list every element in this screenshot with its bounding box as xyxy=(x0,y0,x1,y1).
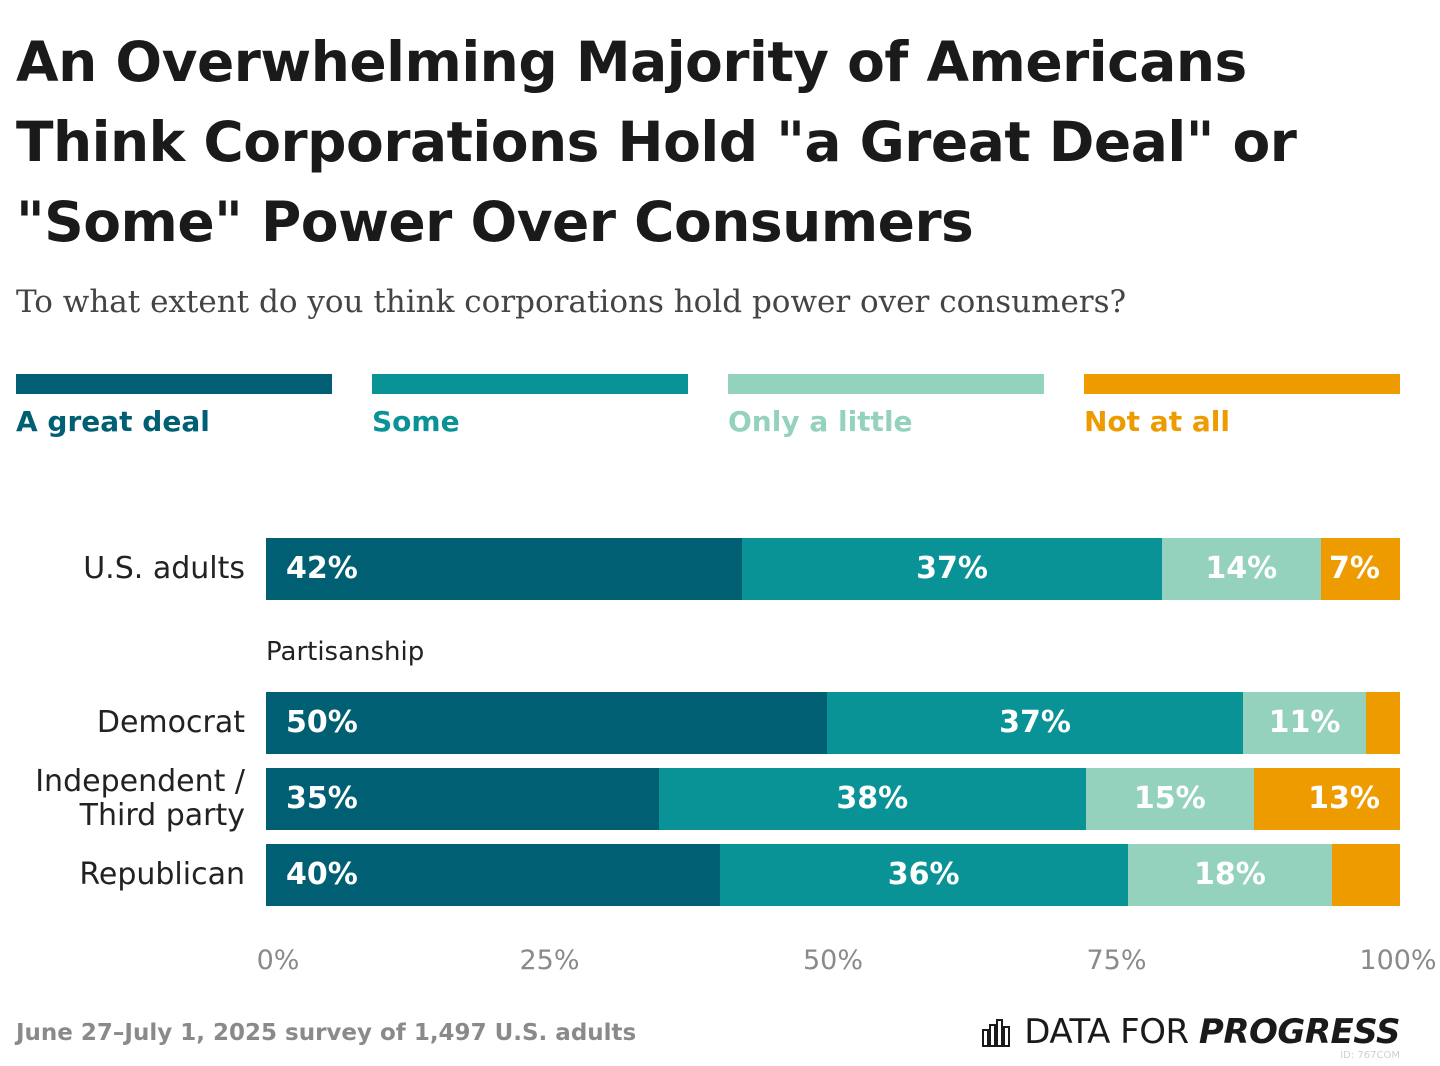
brand-wordmark: DATA FOR PROGRESS xyxy=(1024,1010,1400,1054)
x-tick-label: 100% xyxy=(1359,945,1437,976)
bar-segment-a-great-deal: 35% xyxy=(266,768,659,830)
legend-swatch xyxy=(16,374,332,394)
row-label-line: U.S. adults xyxy=(83,551,245,586)
row-label-independent-third-party: Independent / Third party xyxy=(35,765,245,833)
legend-item-not-at-all: Not at all xyxy=(1084,374,1400,444)
x-tick-label: 0% xyxy=(256,945,300,976)
legend-label: Only a little xyxy=(728,405,913,438)
bar-segment-some: 38% xyxy=(658,768,1086,830)
bar-segment-a-great-deal: 50% xyxy=(266,692,828,754)
bar-segment-only-a-little: 11% xyxy=(1242,692,1367,754)
row-label-line: Third party xyxy=(79,798,245,833)
legend-label: Not at all xyxy=(1084,405,1230,438)
data-label: 15% xyxy=(1133,781,1206,816)
bar-segment-only-a-little: 18% xyxy=(1127,844,1332,906)
data-label: 11% xyxy=(1268,705,1341,740)
bar-segment-not-at-all: 13% xyxy=(1254,768,1400,830)
bar-segment-a-great-deal: 40% xyxy=(266,844,720,906)
data-label: 14% xyxy=(1205,551,1278,586)
data-label: 13% xyxy=(1308,781,1380,816)
bar-segment-not-at-all xyxy=(1331,844,1400,906)
data-label: 35% xyxy=(286,781,358,816)
bar-segment-some: 36% xyxy=(719,844,1128,906)
brand-emphasis: PROGRESS xyxy=(1198,1012,1401,1052)
legend-item-a-great-deal: A great deal xyxy=(16,374,332,444)
legend-swatch xyxy=(1084,374,1400,394)
brand-prefix: DATA FOR xyxy=(1024,1012,1199,1052)
row-label-line: Independent / xyxy=(35,764,245,799)
legend-item-some: Some xyxy=(372,374,688,444)
row-label-u-s-adults: U.S. adults xyxy=(83,552,245,586)
bar-segment-some: 37% xyxy=(742,538,1162,600)
data-label: 38% xyxy=(836,781,909,816)
data-label: 42% xyxy=(286,551,358,586)
row-label-republican: Republican xyxy=(79,858,245,892)
x-tick-label: 75% xyxy=(1086,945,1147,976)
row-label-democrat: Democrat xyxy=(97,706,245,740)
data-label: 36% xyxy=(887,857,960,892)
group-heading-partisanship: Partisanship xyxy=(266,637,425,667)
data-label: 7% xyxy=(1329,551,1380,586)
bar-segment-some: 37% xyxy=(827,692,1243,754)
legend-label: A great deal xyxy=(16,405,210,438)
bar-segment-a-great-deal: 42% xyxy=(266,538,743,600)
x-tick-label: 25% xyxy=(519,945,580,976)
data-label: 37% xyxy=(916,551,988,586)
data-label: 37% xyxy=(999,705,1071,740)
row-label-line: Democrat xyxy=(96,705,245,740)
bar-chart-icon xyxy=(982,1019,1011,1047)
brand-logo: DATA FOR PROGRESS xyxy=(982,1010,1401,1054)
legend-swatch xyxy=(372,374,688,394)
x-tick-label: 50% xyxy=(802,945,864,976)
chart-id: ID: 767COM xyxy=(1340,1050,1400,1061)
data-label: 18% xyxy=(1193,857,1266,892)
bar-segment-only-a-little: 15% xyxy=(1085,768,1255,830)
row-label-line: Republican xyxy=(79,857,245,892)
legend-label: Some xyxy=(372,405,460,438)
bar-segment-not-at-all xyxy=(1366,692,1400,754)
bar-segment-not-at-all: 7% xyxy=(1320,538,1400,600)
chart-subtitle: To what extent do you think corporations… xyxy=(16,284,1127,320)
chart-legend: A great deal Some Only a little Not at all xyxy=(16,374,1400,444)
bar-segment-only-a-little: 14% xyxy=(1161,538,1321,600)
survey-footnote: June 27–July 1, 2025 survey of 1,497 U.S… xyxy=(16,1020,637,1046)
chart-title: An Overwhelming Majority of Americans Th… xyxy=(16,30,1297,254)
legend-item-only-a-little: Only a little xyxy=(728,374,1044,444)
data-label: 50% xyxy=(286,705,358,740)
legend-swatch xyxy=(728,374,1044,394)
data-label: 40% xyxy=(286,857,358,892)
